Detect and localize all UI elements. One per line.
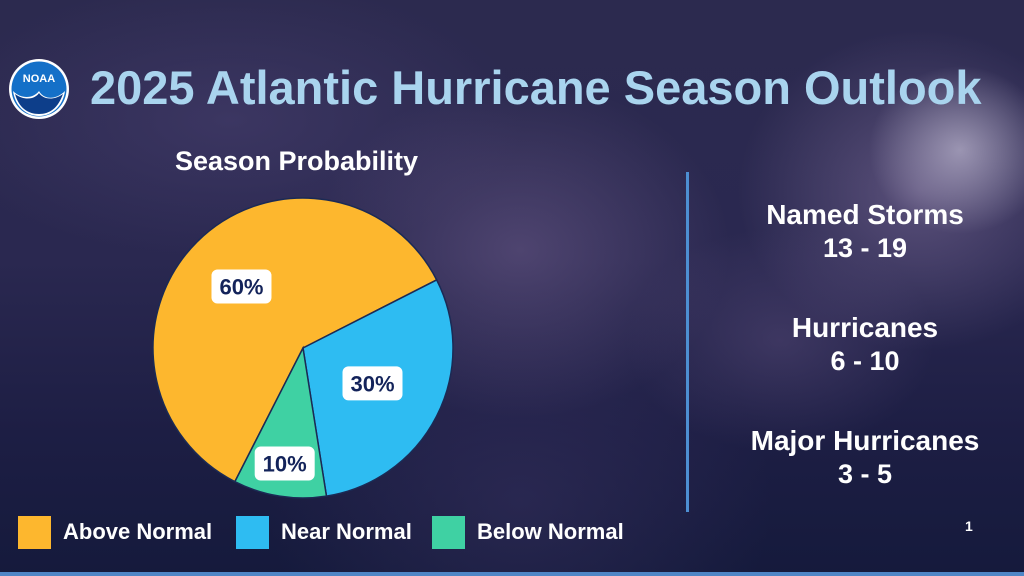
pie-label-box-above-normal bbox=[211, 269, 272, 304]
page-number: 1 bbox=[965, 518, 973, 534]
legend-item-below-normal: Below Normal bbox=[432, 513, 624, 551]
hurricanes-value: 6 - 10 bbox=[830, 346, 900, 376]
named-storms-stat: Named Storms 13 - 19 bbox=[730, 198, 1000, 264]
pie-label-box-below-normal bbox=[254, 446, 315, 481]
hurricanes-label: Hurricanes bbox=[791, 312, 939, 343]
logo-text: NOAA bbox=[23, 73, 55, 85]
season-probability-pie-chart: 60% 30% 10% bbox=[152, 197, 454, 499]
legend-item-above-normal: Above Normal bbox=[18, 513, 212, 551]
legend-item-near-normal: Near Normal bbox=[236, 513, 412, 551]
legend-swatch-below-normal bbox=[432, 515, 465, 549]
named-storms-label: Named Storms bbox=[766, 199, 964, 230]
noaa-logo-icon: NOAA bbox=[9, 59, 69, 119]
major-hurricanes-value: 3 - 5 bbox=[837, 459, 893, 489]
hurricanes-stat: Hurricanes 6 - 10 bbox=[730, 311, 1000, 377]
major-hurricanes-stat: Major Hurricanes 3 - 5 bbox=[730, 424, 1000, 490]
named-storms-value: 13 - 19 bbox=[822, 233, 908, 263]
pie-label-text-below-normal: 10% bbox=[263, 452, 307, 477]
pie-label-box-near-normal bbox=[342, 366, 403, 401]
pie-slice-above-normal bbox=[152, 197, 438, 483]
legend-swatch-above-normal bbox=[18, 515, 51, 549]
pie-label-text-near-normal: 30% bbox=[350, 371, 394, 396]
bottom-accent-bar bbox=[0, 572, 1024, 576]
legend-swatch-near-normal bbox=[236, 515, 269, 549]
pie-label-above-normal: 60% bbox=[211, 269, 272, 304]
legend-label-near-normal: Near Normal bbox=[281, 519, 412, 544]
pie-label-near-normal: 30% bbox=[342, 366, 403, 401]
page-title: 2025 Atlantic Hurricane Season Outlook bbox=[90, 61, 982, 114]
legend-label-below-normal: Below Normal bbox=[477, 519, 624, 544]
pie-label-text-above-normal: 60% bbox=[219, 274, 263, 299]
chart-title: Season Probability bbox=[175, 146, 419, 176]
legend-label-above-normal: Above Normal bbox=[63, 519, 213, 544]
vertical-divider bbox=[686, 172, 689, 512]
pie-label-below-normal: 10% bbox=[254, 446, 315, 481]
major-hurricanes-label: Major Hurricanes bbox=[750, 425, 980, 456]
